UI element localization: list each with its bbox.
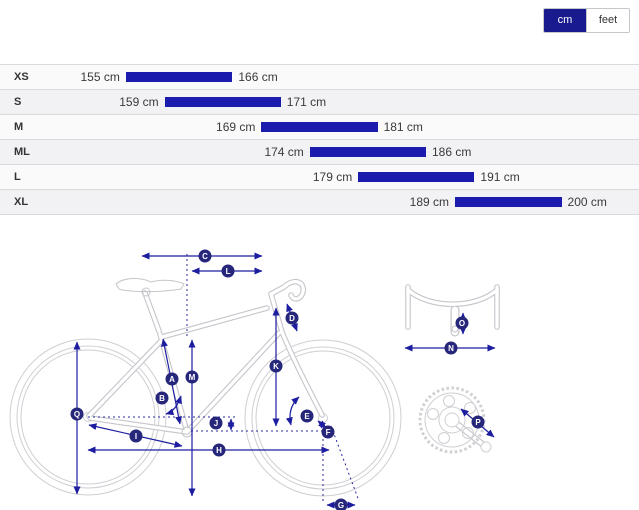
range-min-label: 169 cm	[216, 120, 256, 134]
height-range-bar	[455, 197, 562, 207]
unit-toggle-cm[interactable]: cm	[544, 9, 586, 32]
dim-label-n: N	[444, 341, 458, 355]
range-max-label: 166 cm	[238, 70, 278, 84]
svg-text:Q: Q	[74, 410, 80, 419]
dim-label-i: I	[129, 429, 143, 443]
dim-label-h: H	[212, 443, 226, 457]
dim-label-f: F	[321, 425, 335, 439]
size-row: XL 189 cm 200 cm	[0, 189, 639, 214]
svg-text:N: N	[448, 344, 454, 353]
svg-text:P: P	[475, 418, 481, 427]
size-table: XS 155 cm 166 cm S 159 cm 171 cm M 169 cm 181 cm…	[0, 64, 639, 215]
dimension-labels: A B C D E F G H I J K L M N O P Q	[70, 249, 485, 510]
range-max-label: 171 cm	[286, 95, 327, 109]
size-row: XS 155 cm 166 cm	[0, 64, 639, 89]
height-range-bar	[309, 147, 426, 157]
size-label: XL	[14, 196, 29, 208]
range-min-label: 179 cm	[312, 170, 353, 184]
range-min-label: 174 cm	[264, 145, 304, 159]
svg-text:H: H	[216, 446, 222, 455]
unit-toggle: cm feet	[543, 8, 630, 33]
height-range-bar	[358, 172, 475, 182]
range-min-label: 159 cm	[119, 95, 159, 109]
dim-label-b: B	[155, 391, 169, 405]
size-label: M	[14, 121, 24, 133]
svg-text:J: J	[214, 419, 218, 428]
size-label: L	[14, 171, 21, 183]
dim-label-e: E	[300, 409, 314, 423]
guide-lines	[88, 254, 360, 502]
saddle-clamp	[141, 287, 151, 297]
range-max-label: 200 cm	[567, 195, 607, 209]
dim-label-q: Q	[70, 407, 84, 421]
saddle-drawing	[115, 278, 185, 293]
svg-text:M: M	[189, 373, 196, 382]
height-range-bar	[261, 122, 378, 132]
dim-arc-head-angle-e	[285, 396, 300, 426]
range-max-label: 191 cm	[480, 170, 520, 184]
range-min-label: 155 cm	[80, 70, 120, 84]
size-label: ML	[14, 146, 30, 158]
dim-label-d: D	[285, 311, 299, 325]
range-min-label: 189 cm	[409, 195, 450, 209]
size-label: XS	[14, 71, 29, 83]
frame-tubes	[87, 280, 499, 450]
height-range-bar	[164, 97, 281, 107]
size-row: S 159 cm 171 cm	[0, 89, 639, 114]
height-range-bar	[125, 72, 233, 82]
bike-geometry-diagram: A B C D E F G H I J K L M N O P Q	[9, 249, 500, 510]
dim-label-p: P	[471, 415, 485, 429]
size-row: M 169 cm 181 cm	[0, 114, 639, 139]
svg-text:E: E	[304, 412, 310, 421]
svg-text:C: C	[202, 252, 208, 261]
dimension-arrows	[73, 252, 496, 509]
svg-text:F: F	[326, 428, 331, 437]
bike-drawing	[9, 278, 500, 497]
svg-text:A: A	[169, 375, 175, 384]
front-wheel-drawing	[244, 339, 402, 497]
range-max-label: 181 cm	[383, 120, 423, 134]
svg-text:I: I	[135, 432, 137, 441]
size-row: L 179 cm 191 cm	[0, 164, 639, 189]
range-max-label: 186 cm	[432, 145, 472, 159]
unit-toggle-feet[interactable]: feet	[586, 9, 629, 32]
dim-label-o: O	[455, 316, 469, 330]
size-label: S	[14, 96, 22, 108]
svg-text:B: B	[159, 394, 165, 403]
dim-arc-seat-angle-b	[165, 395, 182, 416]
svg-text:G: G	[338, 501, 344, 510]
svg-text:K: K	[273, 362, 279, 371]
dim-label-m: M	[185, 370, 199, 384]
dim-label-c: C	[198, 249, 212, 263]
stem-clamp-bolt	[451, 325, 459, 333]
svg-text:L: L	[226, 267, 231, 276]
size-row: ML 174 cm 186 cm	[0, 139, 639, 164]
svg-text:O: O	[459, 319, 465, 328]
dim-label-k: K	[269, 359, 283, 373]
dim-label-j: J	[209, 416, 223, 430]
dim-label-g: G	[334, 498, 348, 510]
dim-label-a: A	[165, 372, 179, 386]
dim-label-l: L	[221, 264, 235, 278]
steering-axis-guide	[330, 425, 360, 502]
svg-text:D: D	[289, 314, 295, 323]
